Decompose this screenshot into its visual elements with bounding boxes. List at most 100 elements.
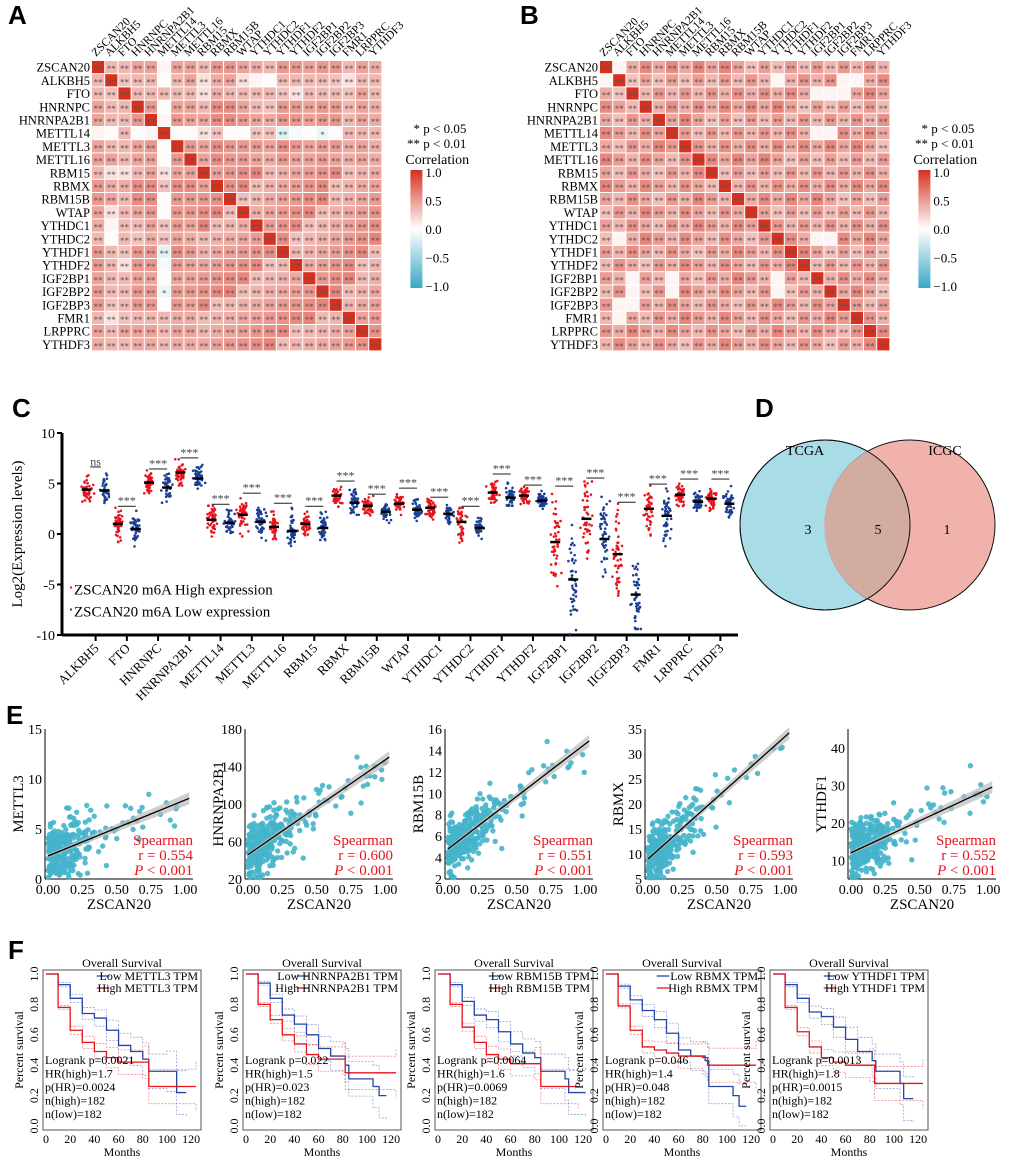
heatmap-cell bbox=[237, 325, 250, 338]
significance-mark: ** bbox=[278, 302, 288, 312]
significance-mark: ** bbox=[94, 77, 104, 87]
significance-mark: ** bbox=[226, 183, 236, 193]
heatmap-cell bbox=[105, 338, 118, 351]
data-point bbox=[289, 524, 292, 527]
significance-mark: ** bbox=[641, 262, 651, 272]
significance-mark: ** bbox=[747, 289, 757, 299]
significance-mark: ** bbox=[694, 209, 704, 219]
data-point bbox=[616, 512, 619, 516]
heatmap-cell bbox=[316, 87, 329, 100]
significance-mark: ** bbox=[265, 130, 275, 140]
data-point bbox=[271, 824, 278, 831]
heatmap-cell bbox=[210, 232, 223, 245]
significance-mark: ** bbox=[760, 328, 770, 338]
heatmap-cell bbox=[144, 206, 157, 219]
data-point bbox=[101, 481, 105, 485]
significance-mark: ** bbox=[344, 302, 354, 312]
heatmap-cell bbox=[600, 298, 613, 311]
significance-mark: ** bbox=[773, 64, 783, 74]
colorbar-tick-label: −1.0 bbox=[933, 279, 957, 294]
heatmap-cell bbox=[250, 206, 263, 219]
heatmap-cell bbox=[171, 285, 184, 298]
data-point bbox=[697, 494, 700, 498]
data-point bbox=[349, 506, 352, 510]
data-point bbox=[255, 518, 258, 521]
significance-mark: ** bbox=[186, 209, 196, 219]
data-point bbox=[136, 808, 143, 815]
data-point bbox=[149, 472, 153, 475]
significance-mark: ** bbox=[602, 249, 612, 259]
heatmap-cell bbox=[692, 338, 705, 351]
significance-mark: ** bbox=[720, 130, 730, 140]
significance-mark: ** bbox=[199, 157, 209, 167]
significance-mark: ** bbox=[734, 209, 744, 219]
significance-mark: ** bbox=[265, 275, 275, 285]
heatmap-cell bbox=[850, 100, 863, 113]
data-point bbox=[150, 476, 154, 479]
significance-mark: ** bbox=[681, 249, 691, 259]
significance-mark: ** bbox=[94, 275, 104, 285]
significance-mark: ** bbox=[107, 183, 117, 193]
significance-mark: ** bbox=[344, 117, 354, 127]
significance-label: *** bbox=[337, 468, 355, 482]
significance-label: *** bbox=[618, 490, 636, 504]
heatmap-cell bbox=[877, 113, 890, 126]
heatmap-cell bbox=[679, 193, 692, 206]
heatmap-cell bbox=[197, 153, 210, 166]
heatmap-cell bbox=[303, 272, 316, 285]
heatmap-cell bbox=[877, 179, 890, 192]
venn-intersection bbox=[824, 451, 911, 599]
heatmap-cell bbox=[158, 259, 171, 272]
heatmap-cell bbox=[276, 127, 289, 140]
heatmap-cell bbox=[158, 100, 171, 113]
data-point bbox=[616, 508, 620, 512]
data-point bbox=[572, 561, 576, 565]
heatmap-cell bbox=[652, 153, 665, 166]
heatmap-cell bbox=[745, 166, 758, 179]
heatmap-cell bbox=[329, 193, 342, 206]
significance-mark: ** bbox=[641, 183, 651, 193]
significance-mark: ** bbox=[186, 236, 196, 246]
data-point bbox=[303, 531, 306, 535]
significance-mark: ** bbox=[212, 209, 222, 219]
significance-mark: ** bbox=[707, 209, 717, 219]
heatmap-cell bbox=[784, 153, 797, 166]
heatmap-cell bbox=[705, 193, 718, 206]
heatmap-cell bbox=[250, 100, 263, 113]
heatmap-cell bbox=[652, 245, 665, 258]
data-point bbox=[70, 831, 76, 838]
data-point bbox=[603, 530, 606, 534]
significance-mark: ** bbox=[186, 77, 196, 87]
heatmap-cell bbox=[639, 232, 652, 245]
data-point bbox=[197, 470, 200, 474]
heatmap-cell bbox=[356, 153, 369, 166]
heatmap-cell bbox=[144, 219, 157, 232]
data-point bbox=[84, 870, 91, 876]
significance-mark: ** bbox=[94, 91, 104, 101]
heatmap-cell bbox=[171, 219, 184, 232]
significance-mark: ** bbox=[681, 143, 691, 153]
significance-mark: ** bbox=[720, 196, 730, 206]
data-point bbox=[570, 600, 574, 604]
significance-mark: ** bbox=[720, 262, 730, 272]
data-point bbox=[586, 495, 589, 498]
x-tick-label: ALKBH5 bbox=[55, 641, 102, 688]
significance-mark: ** bbox=[239, 196, 249, 206]
heatmap-cell bbox=[784, 311, 797, 324]
data-point bbox=[258, 522, 261, 526]
heatmap-cell bbox=[131, 140, 144, 153]
significance-mark: ** bbox=[800, 157, 810, 167]
data-point bbox=[257, 506, 260, 510]
heatmap-cell bbox=[626, 166, 639, 179]
data-point bbox=[209, 529, 213, 533]
heatmap-cell bbox=[369, 113, 382, 126]
data-point bbox=[615, 544, 619, 548]
data-point bbox=[225, 508, 229, 512]
significance-mark: ** bbox=[707, 196, 717, 206]
data-point bbox=[283, 799, 290, 805]
significance-mark: ** bbox=[866, 289, 876, 299]
heatmap-cell bbox=[758, 61, 771, 74]
heatmap-cell bbox=[758, 153, 771, 166]
data-point bbox=[271, 800, 277, 806]
heatmap-cell bbox=[144, 298, 157, 311]
